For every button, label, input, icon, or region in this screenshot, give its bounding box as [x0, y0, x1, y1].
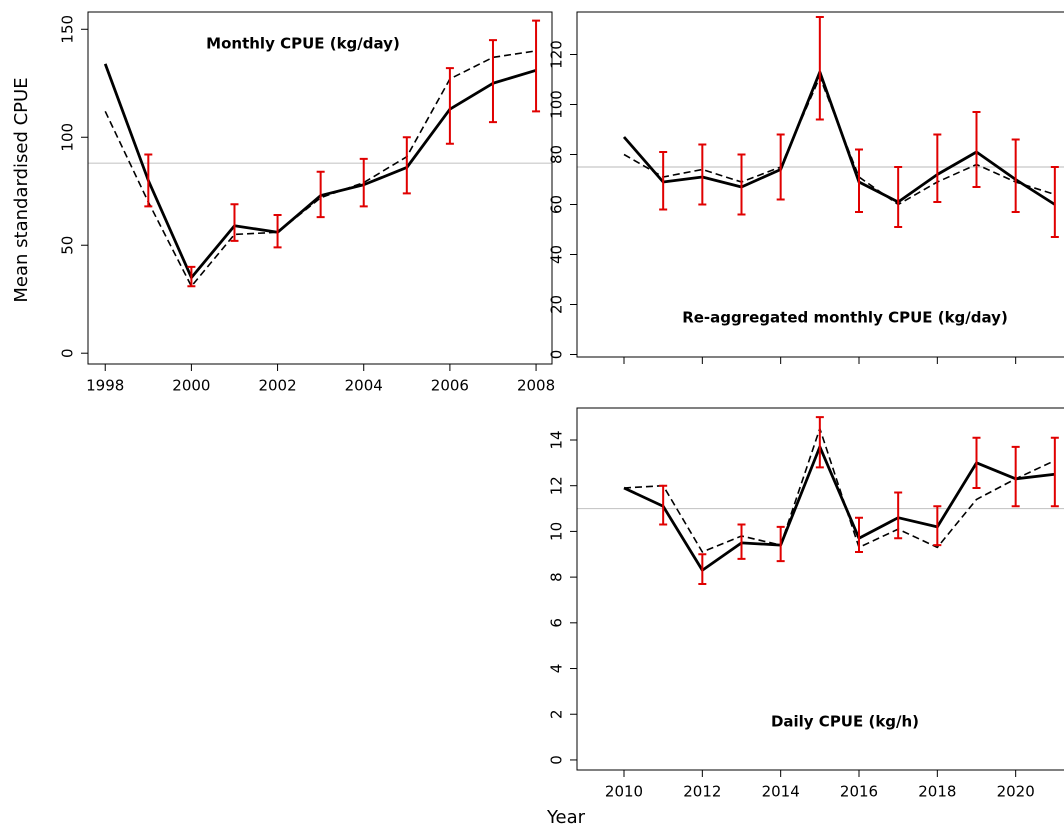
x-tick-label: 2008	[517, 377, 555, 395]
error-bar	[659, 151, 668, 211]
error-bar	[698, 553, 707, 585]
y-tick-label: 60	[548, 195, 566, 214]
error-bar	[933, 133, 942, 203]
error-bar	[1011, 138, 1020, 213]
y-tick-label: 0	[59, 348, 77, 358]
chart-title: Monthly CPUE (kg/day)	[206, 35, 400, 53]
x-tick-label: 2000	[172, 377, 210, 395]
y-tick-label: 14	[548, 430, 566, 449]
error-bar	[894, 491, 903, 540]
error-bar	[187, 265, 196, 288]
error-bar	[316, 170, 325, 219]
error-bar	[894, 166, 903, 228]
x-tick-label: 2020	[997, 783, 1035, 801]
plot-frame	[576, 11, 1064, 358]
error-bar	[659, 484, 668, 526]
x-tick-label: 2002	[258, 377, 296, 395]
y-axis-label: Mean standardised CPUE	[11, 77, 32, 302]
series-line	[623, 427, 1056, 553]
x-tick-label: 2016	[840, 783, 878, 801]
series-line	[104, 50, 537, 288]
y-tick-label: 0	[548, 350, 566, 360]
error-bar	[933, 505, 942, 547]
x-tick-label: 1998	[86, 377, 124, 395]
error-bar	[230, 203, 239, 242]
series-line	[623, 445, 1055, 572]
y-tick-label: 50	[59, 236, 77, 255]
y-tick-label: 100	[59, 123, 77, 152]
error-bar	[855, 516, 863, 553]
error-bar	[737, 523, 746, 560]
error-bar	[776, 133, 785, 201]
x-axis-label: Year	[546, 807, 586, 828]
series-line	[623, 76, 1056, 206]
y-tick-label: 0	[548, 755, 566, 765]
x-tick-label: 2006	[431, 377, 469, 395]
x-tick-label: 2018	[918, 783, 956, 801]
error-bar	[972, 436, 981, 489]
y-tick-label: 120	[548, 40, 566, 69]
error-bar	[776, 525, 785, 563]
error-bar	[359, 157, 368, 208]
y-tick-label: 10	[548, 522, 566, 541]
x-tick-label: 2014	[762, 783, 800, 801]
y-tick-label: 40	[548, 245, 566, 264]
plot-frame	[576, 407, 1064, 771]
x-tick-label: 2010	[605, 783, 643, 801]
y-tick-label: 100	[548, 90, 566, 119]
chart-title: Re-aggregated monthly CPUE (kg/day)	[682, 309, 1008, 327]
y-tick-label: 2	[548, 709, 566, 719]
error-bar	[815, 416, 824, 469]
error-bar	[972, 111, 981, 188]
error-bar	[855, 148, 863, 213]
error-bar	[1050, 166, 1059, 238]
error-bar	[144, 153, 153, 208]
x-tick-label: 2012	[683, 783, 721, 801]
error-bar	[737, 153, 746, 216]
error-bar	[698, 143, 707, 206]
error-bar	[402, 136, 411, 195]
error-bar	[1011, 445, 1020, 508]
y-tick-label: 150	[59, 15, 77, 44]
y-tick-label: 12	[548, 476, 566, 495]
error-bar	[1050, 436, 1059, 508]
error-bar	[273, 213, 282, 249]
error-bar	[815, 16, 824, 121]
chart-title: Daily CPUE (kg/h)	[771, 713, 919, 731]
y-tick-label: 6	[548, 618, 566, 628]
y-tick-label: 80	[548, 145, 566, 164]
x-tick-label: 2004	[345, 377, 383, 395]
plot-frame	[87, 11, 553, 365]
y-tick-label: 8	[548, 572, 566, 582]
y-tick-label: 4	[548, 664, 566, 674]
series-line	[622, 70, 1056, 206]
error-bar	[532, 19, 541, 113]
error-bar	[488, 39, 497, 124]
y-tick-label: 20	[548, 295, 566, 314]
error-bar	[445, 67, 454, 145]
